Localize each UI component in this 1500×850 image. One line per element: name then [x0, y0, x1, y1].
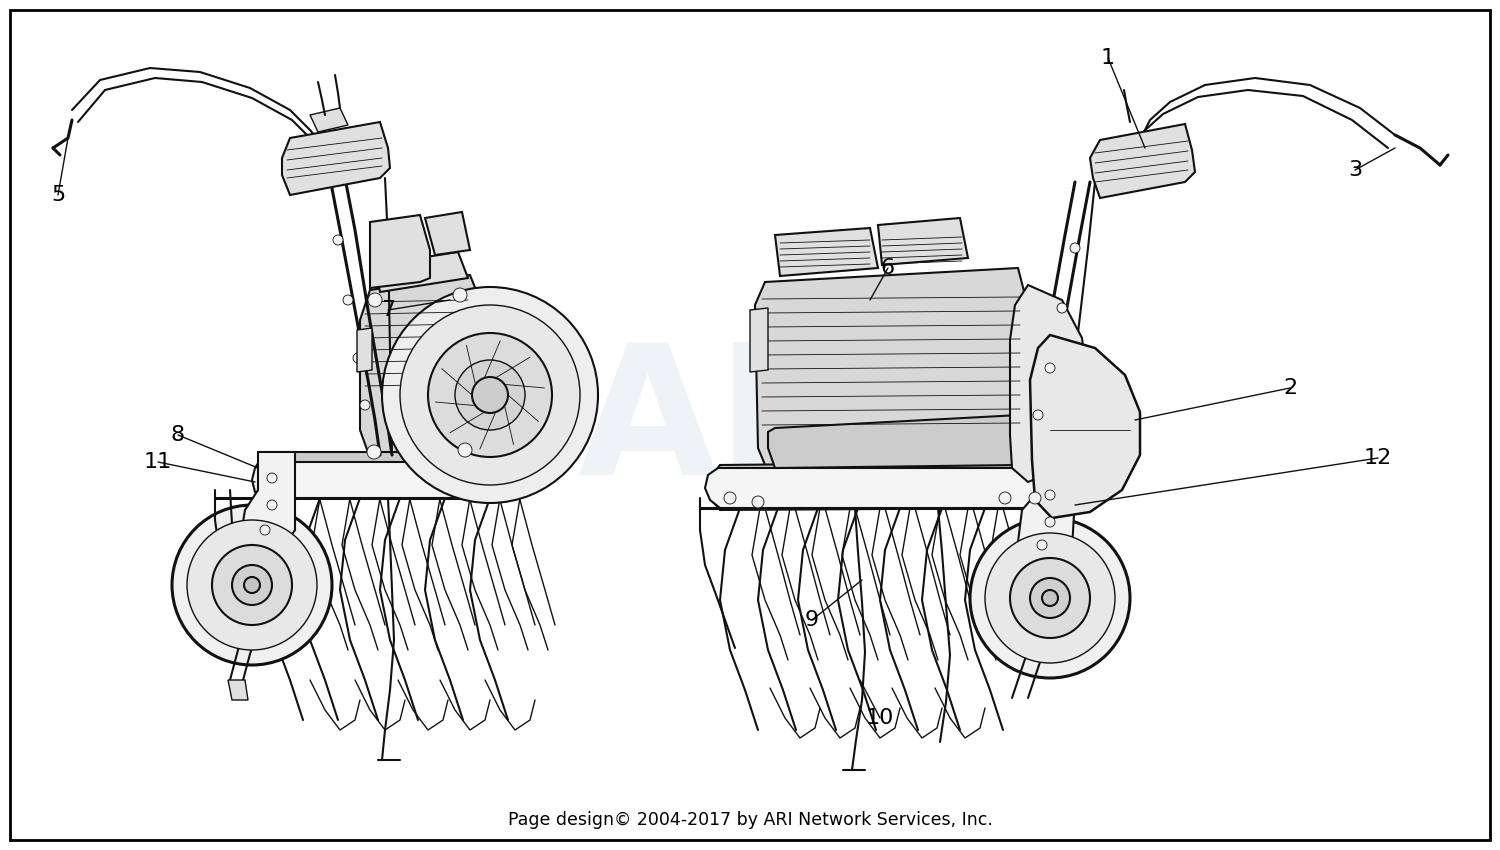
Circle shape	[752, 496, 764, 508]
Circle shape	[458, 443, 472, 457]
Circle shape	[1070, 243, 1080, 253]
Text: 7: 7	[381, 300, 394, 320]
Circle shape	[211, 545, 292, 625]
Circle shape	[368, 293, 382, 307]
Circle shape	[454, 360, 525, 430]
Circle shape	[188, 520, 316, 650]
Circle shape	[320, 146, 330, 156]
Circle shape	[986, 533, 1114, 663]
Circle shape	[232, 565, 272, 605]
Polygon shape	[357, 328, 372, 372]
Circle shape	[172, 505, 332, 665]
Circle shape	[1029, 492, 1041, 504]
Text: 1: 1	[1101, 48, 1114, 68]
Polygon shape	[878, 218, 968, 265]
Circle shape	[1042, 590, 1058, 606]
Circle shape	[400, 305, 580, 485]
Circle shape	[333, 235, 344, 245]
Polygon shape	[1090, 124, 1196, 198]
Polygon shape	[754, 268, 1032, 472]
Text: 8: 8	[171, 425, 184, 445]
Text: 9: 9	[806, 610, 819, 630]
Polygon shape	[1030, 335, 1140, 518]
Polygon shape	[310, 108, 348, 132]
Polygon shape	[255, 452, 510, 498]
Polygon shape	[776, 228, 877, 276]
Circle shape	[472, 377, 508, 413]
Text: 10: 10	[865, 708, 894, 728]
Text: 5: 5	[51, 185, 64, 205]
Polygon shape	[710, 462, 1048, 510]
Circle shape	[427, 333, 552, 457]
Circle shape	[1036, 540, 1047, 550]
Text: 11: 11	[144, 452, 172, 472]
Circle shape	[999, 492, 1011, 504]
Polygon shape	[750, 308, 768, 372]
Circle shape	[1058, 303, 1066, 313]
Circle shape	[344, 295, 352, 305]
Circle shape	[1131, 139, 1143, 151]
Polygon shape	[1010, 285, 1088, 482]
Circle shape	[368, 445, 381, 459]
Polygon shape	[252, 462, 525, 498]
Text: ARI: ARI	[578, 337, 922, 513]
Circle shape	[970, 518, 1130, 678]
Circle shape	[1034, 410, 1042, 420]
Text: 6: 6	[880, 258, 896, 278]
Text: Page design© 2004-2017 by ARI Network Services, Inc.: Page design© 2004-2017 by ARI Network Se…	[507, 811, 993, 829]
Circle shape	[267, 473, 278, 483]
Text: 12: 12	[1364, 448, 1392, 468]
Polygon shape	[282, 122, 390, 195]
Circle shape	[267, 500, 278, 510]
Circle shape	[1046, 490, 1054, 500]
Polygon shape	[240, 452, 296, 558]
Polygon shape	[1019, 468, 1076, 562]
Circle shape	[360, 400, 370, 410]
Text: 3: 3	[1348, 160, 1362, 180]
Circle shape	[453, 288, 466, 302]
Polygon shape	[424, 212, 470, 255]
Polygon shape	[370, 215, 430, 288]
Circle shape	[260, 525, 270, 535]
Polygon shape	[705, 468, 1058, 508]
Circle shape	[1046, 363, 1054, 373]
Circle shape	[1046, 517, 1054, 527]
Circle shape	[382, 287, 598, 503]
Polygon shape	[375, 252, 468, 292]
Polygon shape	[768, 415, 1024, 468]
Text: 2: 2	[1282, 378, 1298, 398]
Circle shape	[1030, 578, 1069, 618]
Circle shape	[724, 492, 736, 504]
Circle shape	[352, 353, 363, 363]
Circle shape	[244, 577, 260, 593]
Circle shape	[1010, 558, 1090, 638]
Polygon shape	[360, 275, 490, 458]
Polygon shape	[228, 680, 248, 700]
